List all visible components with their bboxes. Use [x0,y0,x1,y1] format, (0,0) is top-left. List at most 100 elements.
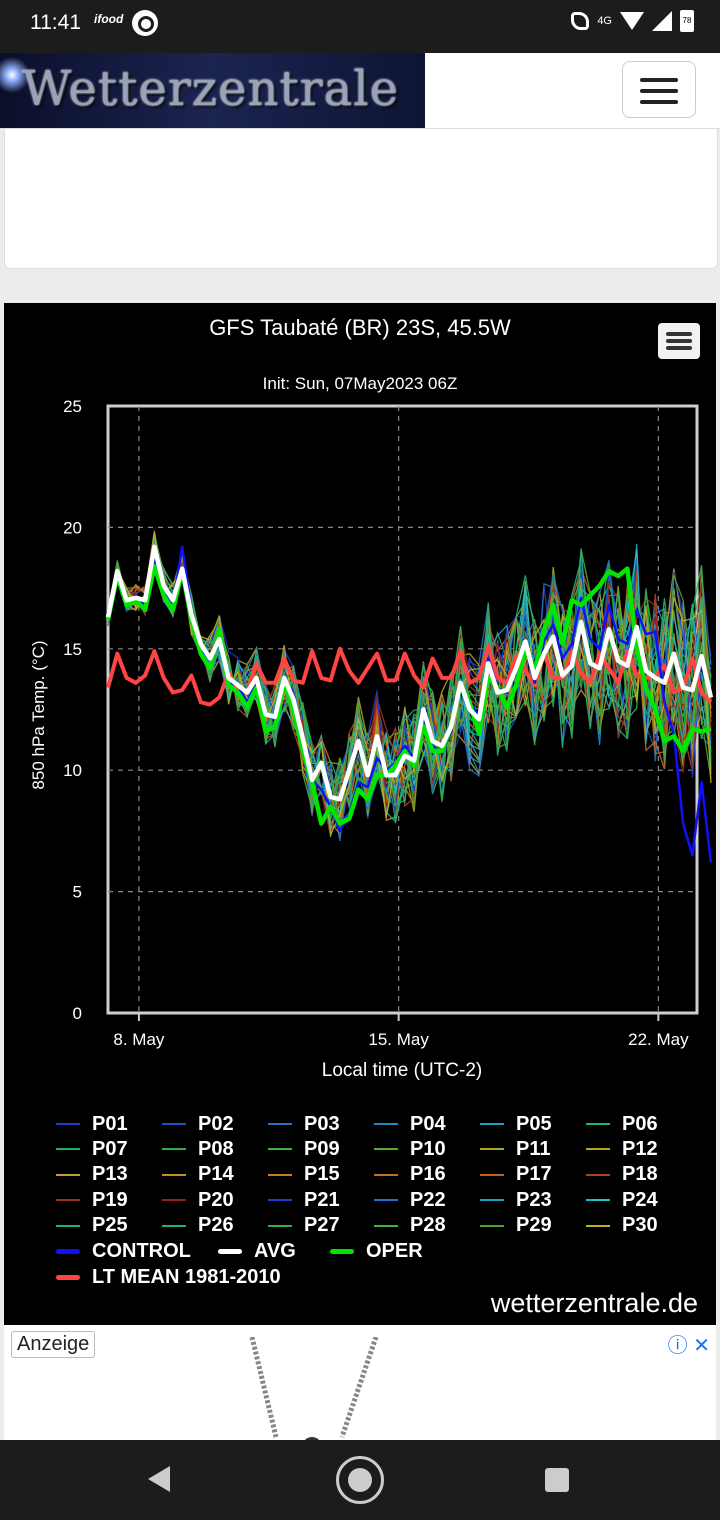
ensemble-chart: GFS Taubaté (BR) 23S, 45.5W Init: Sun, 0… [29,315,714,1081]
legend-item-p20[interactable]: P20 [162,1188,234,1212]
legend-label: P22 [410,1188,446,1211]
chart-credit[interactable]: wetterzentrale.de [490,1288,698,1318]
legend-item-p10[interactable]: P10 [374,1137,446,1161]
legend-item-p14[interactable]: P14 [162,1163,234,1187]
y-tick-label: 25 [63,397,82,416]
legend-item-p06[interactable]: P06 [586,1112,658,1136]
y-tick-label: 5 [73,883,82,902]
legend-item-p09[interactable]: P09 [268,1137,340,1161]
legend-label: P21 [304,1188,340,1211]
menu-toggle-button[interactable] [622,61,696,118]
legend-swatch [480,1224,504,1227]
ensemble-line-p22 [107,540,712,839]
legend-item-p11[interactable]: P11 [480,1137,550,1161]
ifood-notification-icon: ifood [94,12,124,26]
legend-item-p16[interactable]: P16 [374,1163,446,1187]
call-icon [571,12,590,30]
legend-label: LT MEAN 1981-2010 [92,1265,281,1288]
legend-label: P17 [516,1163,552,1186]
legend-item-p24[interactable]: P24 [586,1188,658,1212]
legend-swatch [586,1199,610,1202]
back-icon[interactable] [148,1466,170,1492]
recent-apps-icon[interactable] [545,1468,569,1492]
site-header: Wetterzentrale [0,53,720,129]
legend-item-p19[interactable]: P19 [56,1188,128,1212]
chart-menu-button[interactable] [658,323,700,359]
legend-swatch [374,1123,398,1125]
necklace-ad-image [249,1337,379,1440]
legend-swatch [268,1148,292,1151]
legend-swatch [480,1123,504,1125]
legend-item-p08[interactable]: P08 [162,1137,234,1161]
legend-swatch [56,1248,80,1254]
legend-item-lt-mean[interactable]: LT MEAN 1981-2010 [56,1265,281,1289]
x-tick-label: 15. May [368,1030,429,1049]
network-label: 4G [597,15,612,27]
clock: 11:41 [30,11,81,34]
legend-item-p12[interactable]: P12 [586,1137,658,1161]
legend-item-p25[interactable]: P25 [56,1214,128,1238]
legend-swatch [586,1148,610,1151]
legend-label: OPER [366,1239,423,1262]
legend-swatch [162,1148,186,1151]
legend-item-p21[interactable]: P21 [268,1188,340,1212]
legend-swatch [56,1173,80,1176]
legend-item-p07[interactable]: P07 [56,1137,128,1161]
legend-swatch [586,1173,610,1176]
legend-swatch [268,1199,292,1202]
y-tick-label: 15 [63,640,82,659]
legend-item-p26[interactable]: P26 [162,1214,234,1238]
ensemble-member-lines [107,530,712,842]
y-axis-ticks: 0 5 10 15 20 25 [63,397,82,1023]
legend-label: P11 [516,1137,551,1160]
legend-swatch [586,1224,610,1227]
menu-icon-bar [666,332,692,336]
legend-item-p17[interactable]: P17 [480,1163,552,1187]
legend-swatch [374,1224,398,1227]
advertisement[interactable]: Anzeige ⓘ ✕ [4,1325,716,1440]
legend-label: P14 [198,1163,234,1186]
legend-item-p28[interactable]: P28 [374,1214,446,1238]
x-axis-label: Local time (UTC-2) [322,1060,482,1081]
logo-text: Wetterzentrale [22,61,399,117]
empty-content-card [4,129,718,269]
legend-label: P29 [516,1214,552,1237]
legend-item-p29[interactable]: P29 [480,1214,552,1238]
legend-item-p27[interactable]: P27 [268,1214,340,1238]
legend-item-p30[interactable]: P30 [586,1214,658,1238]
app-notification-icon [132,10,158,36]
legend-item-oper[interactable]: OPER [330,1239,423,1263]
legend-swatch [374,1173,398,1176]
legend-item-p23[interactable]: P23 [480,1188,552,1212]
legend-item-p22[interactable]: P22 [374,1188,446,1212]
legend-item-avg[interactable]: AVG [218,1239,296,1263]
legend-label: P12 [622,1137,658,1160]
system-nav-bar [0,1440,720,1520]
legend-label: CONTROL [92,1239,191,1262]
x-tick-label: 22. May [628,1030,689,1049]
legend-swatch [374,1148,398,1151]
legend-label: P06 [622,1112,658,1135]
legend-item-p04[interactable]: P04 [374,1112,446,1136]
legend-item-p05[interactable]: P05 [480,1112,552,1136]
legend-item-p03[interactable]: P03 [268,1112,340,1136]
legend-item-control[interactable]: CONTROL [56,1239,191,1263]
legend-label: P04 [410,1112,446,1135]
site-logo[interactable]: Wetterzentrale [0,53,425,128]
legend-swatch [374,1199,398,1202]
legend-item-p15[interactable]: P15 [268,1163,340,1187]
legend-item-p13[interactable]: P13 [56,1163,128,1187]
legend-item-p18[interactable]: P18 [586,1163,658,1187]
legend-label: P23 [516,1188,552,1211]
legend-label: P10 [410,1137,446,1160]
legend-label: AVG [254,1239,296,1262]
legend-label: P16 [410,1163,446,1186]
signal-icon [652,11,672,31]
home-icon[interactable] [336,1456,384,1504]
ad-info-close-icon[interactable]: ⓘ ✕ [667,1335,710,1357]
legend-item-p01[interactable]: P01 [56,1112,128,1136]
grid-lines [108,406,697,1013]
menu-icon-bar [640,89,678,93]
legend-item-p02[interactable]: P02 [162,1112,234,1136]
lt-mean-line [106,644,713,707]
